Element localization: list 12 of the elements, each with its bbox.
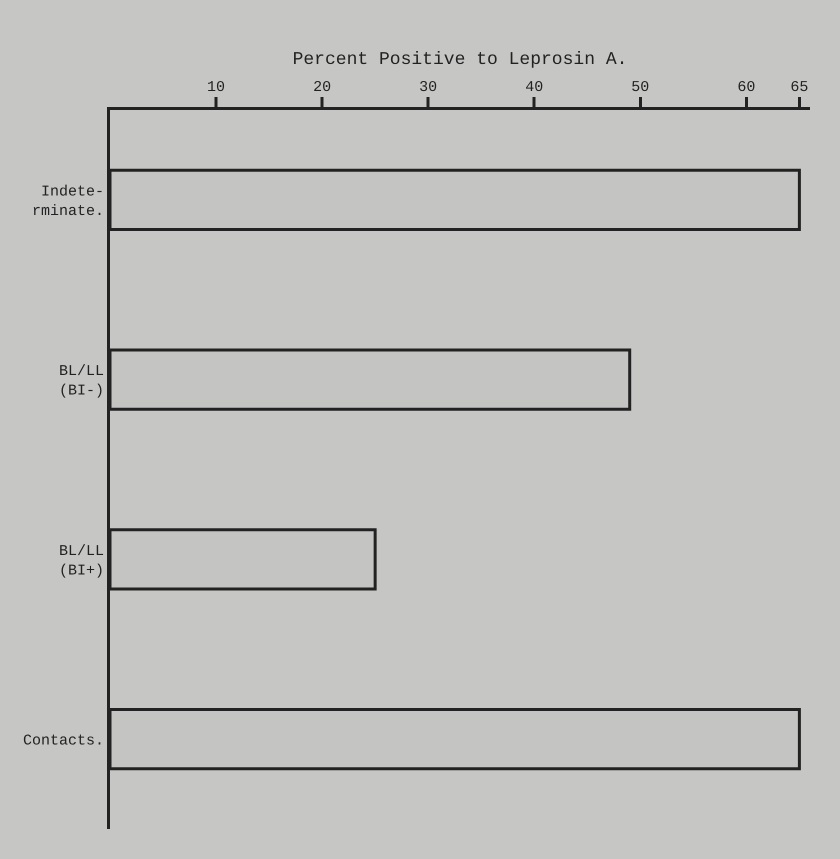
- x-tick-label: 30: [419, 79, 438, 96]
- x-tick-label: 40: [525, 79, 544, 96]
- x-tick-label: 60: [737, 79, 756, 96]
- x-tick-label: 10: [207, 79, 226, 96]
- x-tick-label: 50: [631, 79, 650, 96]
- y-tick-label: Contacts.: [22, 732, 104, 750]
- y-tick-label: Indete- rminate.: [32, 183, 104, 220]
- y-tick-label: BL/LL (BI-): [58, 363, 104, 400]
- x-axis-title: Percent Positive to Leprosin A.: [292, 50, 628, 70]
- x-tick-label: 20: [313, 79, 332, 96]
- x-tick-label: 65: [790, 79, 808, 96]
- y-tick-label: BL/LL (BI+): [58, 542, 104, 580]
